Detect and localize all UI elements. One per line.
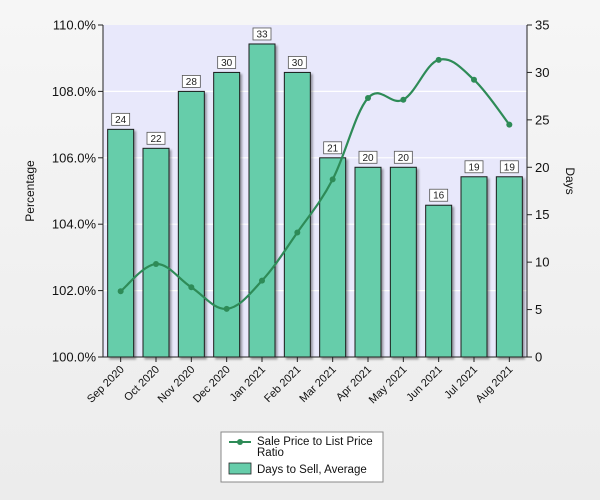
data-label-box bbox=[429, 188, 449, 202]
bars-series: 24 22 28 30 33 30 21 20 20 16 19 19 bbox=[107, 27, 523, 358]
y-tick-label: 104.0% bbox=[52, 217, 97, 232]
bar bbox=[354, 166, 382, 358]
data-label: 16 bbox=[433, 191, 445, 202]
gridlines bbox=[103, 90, 527, 292]
data-label-box bbox=[393, 150, 413, 164]
y2-tick-label: 5 bbox=[535, 302, 542, 317]
line-point bbox=[400, 96, 407, 103]
data-label: 19 bbox=[504, 162, 516, 173]
bar bbox=[177, 90, 205, 358]
data-label-box bbox=[217, 56, 237, 69]
bar bbox=[283, 71, 311, 358]
legend: Sale Price to List Price Ratio Days to Sel… bbox=[220, 431, 384, 483]
data-label-box bbox=[499, 160, 519, 174]
data-label: 28 bbox=[186, 77, 198, 88]
data-label-box bbox=[287, 56, 307, 69]
line-series bbox=[117, 56, 513, 312]
bar bbox=[319, 157, 347, 358]
bar bbox=[389, 166, 417, 358]
line-point bbox=[117, 288, 124, 295]
data-label-box bbox=[252, 27, 272, 41]
bar bbox=[495, 176, 523, 358]
bar bbox=[213, 71, 241, 358]
line-point bbox=[471, 76, 477, 83]
data-label-box bbox=[358, 150, 378, 164]
x-tick-label: Feb 2021 bbox=[262, 364, 303, 405]
data-label: 20 bbox=[398, 153, 410, 164]
y-tick-label: 108.0% bbox=[52, 84, 97, 99]
y-tick-label: 102.0% bbox=[52, 283, 97, 298]
x-tick-label: Dec 2020 bbox=[191, 364, 233, 406]
line-point bbox=[294, 229, 301, 236]
data-label: 21 bbox=[327, 143, 339, 154]
legend-label-bar: Days to Sell, Average bbox=[257, 464, 367, 476]
y2-tick-label: 20 bbox=[535, 160, 549, 175]
data-label-box bbox=[323, 141, 343, 155]
y-tick-label: 100.0% bbox=[52, 350, 97, 365]
line-point bbox=[223, 305, 230, 312]
x-tick-label: Jun 2021 bbox=[404, 364, 444, 404]
line-point bbox=[188, 284, 195, 291]
data-label: 30 bbox=[221, 58, 233, 69]
data-label: 19 bbox=[468, 162, 480, 173]
data-label: 30 bbox=[292, 58, 304, 69]
x-tick-label: Aug 2021 bbox=[474, 364, 516, 406]
data-label-box bbox=[111, 112, 131, 126]
bar bbox=[107, 128, 135, 358]
y2-tick-label: 0 bbox=[535, 350, 542, 365]
y2-tick-label: 35 bbox=[535, 18, 549, 33]
data-label-box bbox=[464, 160, 484, 174]
legend-line-marker bbox=[237, 439, 243, 445]
data-label-box bbox=[181, 75, 201, 88]
line-point bbox=[506, 121, 513, 128]
data-label: 33 bbox=[256, 29, 268, 40]
legend-bar-swatch bbox=[228, 462, 252, 475]
y-tick-label: 110.0% bbox=[53, 18, 97, 33]
x-tick-label: May 2021 bbox=[367, 364, 410, 407]
x-tick-label: Jan 2021 bbox=[228, 364, 268, 404]
y2-tick-label: 15 bbox=[535, 207, 549, 222]
data-label-box bbox=[146, 131, 166, 145]
plot-area bbox=[103, 25, 527, 357]
y2-tick-label: 25 bbox=[535, 112, 549, 127]
y2-tick-label: 10 bbox=[535, 255, 549, 270]
bar bbox=[248, 43, 276, 358]
x-tick-label: Nov 2020 bbox=[156, 364, 198, 406]
line-point bbox=[365, 95, 371, 102]
y-axis-label: Percentage bbox=[23, 160, 37, 222]
line-point bbox=[259, 277, 265, 284]
y-tick-label: 106.0% bbox=[52, 150, 97, 165]
bar bbox=[142, 147, 170, 358]
bar bbox=[425, 204, 453, 358]
legend-label-line: Sale Price to List Price Ratio bbox=[257, 436, 373, 459]
line-point bbox=[153, 261, 159, 268]
x-tick-label: Sep 2020 bbox=[85, 364, 127, 406]
line-point bbox=[329, 176, 336, 183]
line-point bbox=[435, 56, 442, 63]
y2-axis-label: Days bbox=[563, 167, 577, 194]
bar bbox=[460, 176, 488, 358]
x-tick-label: Mar 2021 bbox=[297, 364, 338, 405]
data-label: 22 bbox=[150, 134, 162, 145]
y2-tick-label: 30 bbox=[535, 65, 549, 80]
data-label: 20 bbox=[362, 153, 374, 164]
data-label: 24 bbox=[115, 115, 127, 126]
